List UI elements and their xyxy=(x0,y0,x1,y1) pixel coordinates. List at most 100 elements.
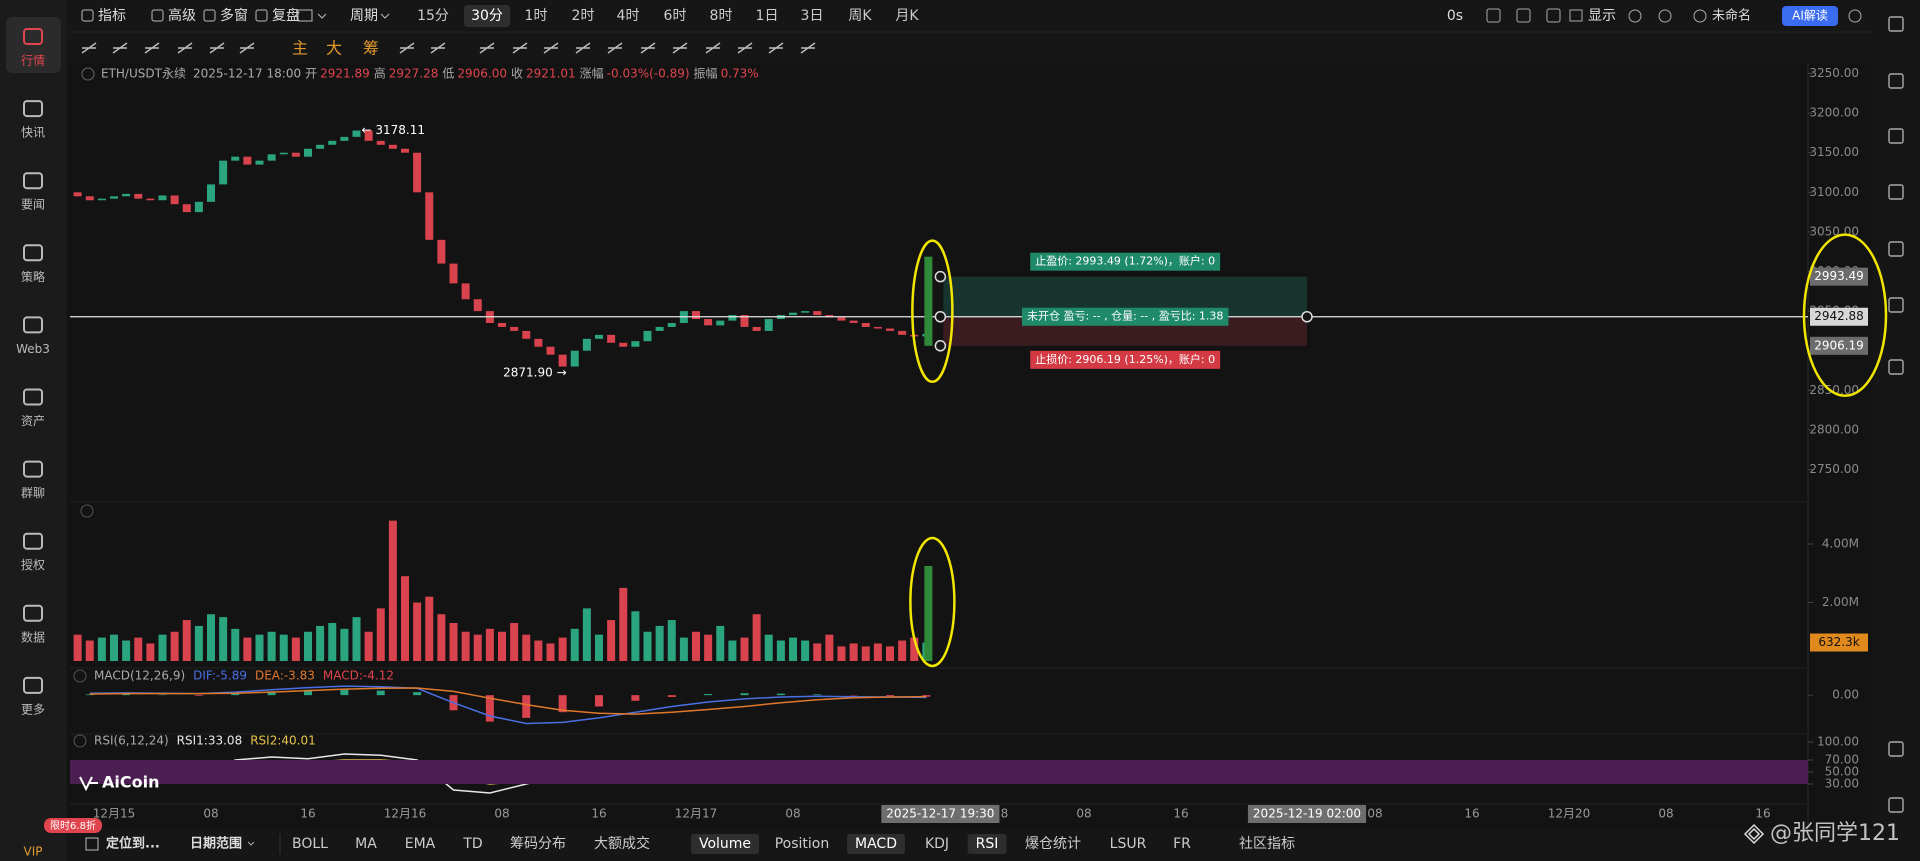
period-button[interactable]: 4时 xyxy=(617,8,640,24)
rail-icon[interactable] xyxy=(1888,297,1904,313)
toolbar-icon[interactable] xyxy=(1516,8,1531,23)
indicator-button[interactable]: 爆仓统计 xyxy=(1025,836,1081,852)
ai-button[interactable]: AI解读 xyxy=(1792,9,1828,23)
drawing-tool[interactable] xyxy=(640,42,656,54)
volume-bar xyxy=(813,643,822,661)
indicator-button[interactable]: 社区指标 xyxy=(1239,836,1295,852)
locate-button[interactable]: 定位到... xyxy=(105,836,160,852)
toolbar-icon[interactable] xyxy=(1546,8,1561,23)
drawing-tool[interactable] xyxy=(543,42,559,54)
period-menu[interactable]: 周期 xyxy=(350,8,378,24)
volume-bar xyxy=(861,646,870,661)
sidebar-item[interactable]: 行情 xyxy=(6,17,61,73)
sidebar-item[interactable]: 授权 xyxy=(21,532,45,573)
drawing-mode[interactable]: 筹 xyxy=(363,39,379,58)
layout-name[interactable]: 未命名 xyxy=(1712,8,1751,24)
indicator-button[interactable]: MACD xyxy=(855,836,897,852)
drawing-tool[interactable] xyxy=(479,42,495,54)
drawing-tool[interactable] xyxy=(800,42,816,54)
sidebar-item[interactable]: 快讯 xyxy=(21,100,45,140)
ai-button-bg[interactable] xyxy=(1782,6,1838,26)
rail-icon[interactable] xyxy=(1888,359,1904,375)
indicator-button[interactable]: Position xyxy=(775,836,830,852)
share-icon[interactable] xyxy=(1848,9,1862,23)
indicator-button[interactable]: FR xyxy=(1173,836,1191,852)
rail-icon[interactable] xyxy=(1888,241,1904,257)
toolbar-icon[interactable] xyxy=(1486,8,1501,23)
drawing-tool[interactable] xyxy=(112,42,128,54)
drawing-tool[interactable] xyxy=(737,42,753,54)
drawing-tool[interactable] xyxy=(512,42,528,54)
candle xyxy=(122,193,131,197)
indicator-button[interactable]: KDJ xyxy=(925,836,949,852)
indicator-button[interactable]: TD xyxy=(462,836,482,852)
drawing-tool[interactable] xyxy=(399,42,415,54)
sidebar-item[interactable]: Web3 xyxy=(16,316,50,356)
rail-icon[interactable] xyxy=(1888,73,1904,89)
toolbar-icon[interactable] xyxy=(1658,9,1672,23)
period-button[interactable]: 周K xyxy=(848,8,872,24)
sidebar-item[interactable]: 资产 xyxy=(21,388,45,429)
rsi-tick-label: 100.00 xyxy=(1817,735,1859,749)
x-tick-label: 12月17 xyxy=(675,807,718,821)
vip-label[interactable]: VIP xyxy=(24,845,43,859)
pane-toggle[interactable] xyxy=(73,734,87,748)
tool-button[interactable]: 指标 xyxy=(98,8,126,24)
tool-handle[interactable] xyxy=(934,340,947,352)
drawing-tool[interactable] xyxy=(672,42,688,54)
indicator-button[interactable]: Volume xyxy=(699,836,751,852)
drawing-tool[interactable] xyxy=(209,42,225,54)
drawing-tool[interactable] xyxy=(575,42,591,54)
period-button[interactable]: 2时 xyxy=(572,8,595,24)
drawing-mode[interactable]: 主 xyxy=(292,39,308,58)
tool-handle[interactable] xyxy=(1301,310,1313,323)
pane-toggle[interactable] xyxy=(80,504,94,518)
indicator-button[interactable]: EMA xyxy=(405,836,436,852)
period-button[interactable]: 30分 xyxy=(471,8,503,24)
drawing-tool[interactable] xyxy=(177,42,193,54)
rail-icon[interactable] xyxy=(1888,184,1904,200)
period-button[interactable]: 月K xyxy=(895,8,919,24)
drawing-tool[interactable] xyxy=(768,42,784,54)
rail-icon[interactable] xyxy=(1888,128,1904,144)
drawing-tool[interactable] xyxy=(81,42,97,54)
indicator-button[interactable]: 筹码分布 xyxy=(510,835,566,852)
sidebar-item[interactable]: 更多 xyxy=(21,676,45,717)
macd-bar xyxy=(522,695,531,718)
tool-button[interactable]: 复盘 xyxy=(272,7,300,24)
period-button[interactable]: 1时 xyxy=(525,8,548,24)
sidebar-item[interactable]: 数据 xyxy=(21,604,45,645)
indicator-button[interactable]: MA xyxy=(355,836,377,852)
sidebar-item[interactable]: 策略 xyxy=(21,244,45,284)
display-button[interactable]: 显示 xyxy=(1588,8,1616,24)
tool-button[interactable]: 高级 xyxy=(168,7,196,24)
rail-icon[interactable] xyxy=(1888,797,1904,813)
price-marker-bg xyxy=(1810,336,1868,355)
sidebar-item[interactable]: 要闻 xyxy=(21,172,45,212)
drawing-tool[interactable] xyxy=(430,42,446,54)
indicator-button[interactable]: RSI xyxy=(976,836,999,852)
sidebar-item[interactable]: 群聊 xyxy=(21,460,45,501)
drawing-tool[interactable] xyxy=(144,42,160,54)
drawing-mode[interactable]: 大 xyxy=(326,39,342,58)
tool-button[interactable]: 多窗 xyxy=(220,7,248,24)
rail-icon[interactable] xyxy=(1888,16,1904,32)
indicator-button[interactable]: LSUR xyxy=(1110,836,1147,852)
indicator-button[interactable]: BOLL xyxy=(292,836,328,852)
period-button[interactable]: 6时 xyxy=(664,8,687,24)
rail-icon[interactable] xyxy=(1888,741,1904,757)
tool-handle[interactable] xyxy=(934,310,947,323)
drawing-tool[interactable] xyxy=(239,42,255,54)
drawing-tool[interactable] xyxy=(705,42,721,54)
period-button[interactable]: 3日 xyxy=(801,8,824,24)
period-button[interactable]: 15分 xyxy=(417,8,449,24)
period-button[interactable]: 8时 xyxy=(710,8,733,24)
tool-handle[interactable] xyxy=(934,270,947,283)
period-button[interactable]: 1日 xyxy=(756,8,779,24)
drawing-tool[interactable] xyxy=(607,42,623,54)
date-range-button[interactable]: 日期范围 xyxy=(190,836,242,852)
indicator-button[interactable]: 大额成交 xyxy=(594,835,650,852)
legend-toggle[interactable] xyxy=(81,67,95,81)
pane-toggle[interactable] xyxy=(73,669,87,683)
toolbar-icon[interactable] xyxy=(1628,9,1642,23)
